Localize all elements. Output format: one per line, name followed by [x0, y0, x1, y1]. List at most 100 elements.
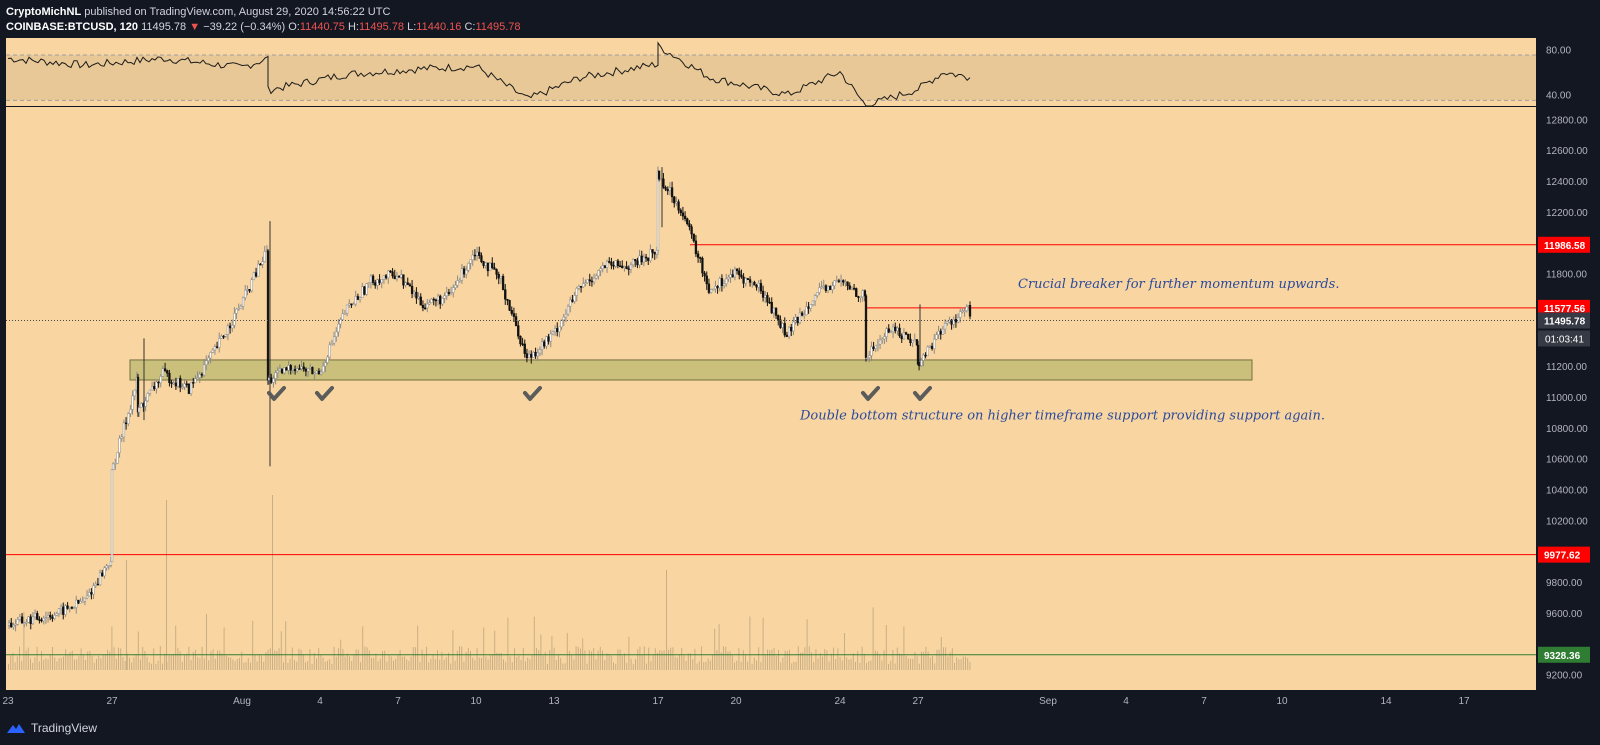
- candle-body: [904, 332, 908, 335]
- volume-bar: [118, 647, 119, 670]
- candle-body: [127, 413, 130, 424]
- volume-bar: [366, 647, 368, 670]
- volume-bar: [291, 647, 293, 670]
- candle-body: [131, 395, 134, 410]
- volume-bar: [879, 655, 881, 670]
- candle-body: [824, 285, 828, 291]
- volume-bar: [146, 656, 148, 670]
- candle-body: [272, 378, 275, 383]
- volume-bar: [338, 648, 339, 670]
- volume-bar: [157, 660, 159, 670]
- volume-bar: [426, 646, 427, 670]
- volume-bar: [584, 650, 586, 670]
- volume-bar: [93, 662, 95, 670]
- volume-bar: [714, 628, 716, 670]
- candle-body: [471, 254, 474, 261]
- price-tick-label: 12800.00: [1546, 115, 1588, 126]
- candle-body: [259, 263, 262, 266]
- volume-bar: [712, 654, 713, 670]
- candle-body: [46, 615, 50, 619]
- volume-bar: [808, 646, 810, 670]
- volume-bar: [899, 653, 900, 670]
- volume-bar: [421, 649, 423, 670]
- volume-bar: [679, 655, 680, 670]
- volume-bar: [874, 650, 876, 670]
- candle-body: [965, 306, 968, 312]
- volume-bar: [212, 649, 214, 670]
- volume-bar: [696, 663, 698, 670]
- candle-body: [922, 354, 925, 361]
- volume-spike-1: [166, 500, 167, 670]
- candle-body: [844, 281, 847, 284]
- candle-body: [350, 303, 353, 306]
- candle-body: [508, 300, 511, 311]
- volume-bar: [804, 647, 806, 670]
- volume-bar: [593, 648, 595, 670]
- volume-bar: [179, 651, 181, 670]
- candle-body: [291, 368, 295, 371]
- volume-bar: [243, 662, 245, 670]
- volume-bar: [815, 649, 817, 670]
- candle-body: [642, 256, 646, 263]
- candle-body: [907, 333, 910, 340]
- candle-body: [187, 383, 191, 394]
- volume-bar: [173, 653, 174, 670]
- author-name[interactable]: CryptoMichNL: [6, 6, 82, 18]
- candle-body: [369, 275, 373, 283]
- volume-bar: [674, 656, 676, 670]
- volume-bar: [162, 663, 163, 670]
- volume-bar: [536, 648, 537, 670]
- volume-bar: [203, 658, 205, 670]
- candle-body: [517, 325, 520, 337]
- candle-body: [7, 622, 11, 626]
- candle-body: [794, 316, 797, 323]
- candle-body: [573, 295, 576, 302]
- candle-body: [421, 304, 425, 309]
- candle-body: [417, 296, 420, 299]
- candle-body: [454, 284, 457, 288]
- candle-body: [40, 619, 43, 622]
- candle-body: [566, 305, 570, 315]
- volume-spike-0: [126, 560, 127, 670]
- volume-bar: [549, 650, 551, 670]
- volume-bar: [916, 656, 918, 670]
- volume-bar: [756, 660, 757, 670]
- candle-body: [855, 288, 858, 297]
- candle-body: [577, 286, 581, 289]
- volume-bar: [234, 661, 236, 670]
- candle-body: [569, 299, 572, 307]
- candle-body: [800, 312, 804, 316]
- volume-bar: [861, 646, 863, 670]
- candle-body: [465, 269, 468, 275]
- candle-body: [937, 330, 940, 336]
- volume-bar: [529, 659, 531, 670]
- volume-bar: [872, 607, 874, 670]
- volume-bar: [771, 649, 773, 670]
- candle-body: [109, 561, 113, 566]
- check-mark-icon: [315, 385, 334, 401]
- candle-body: [933, 338, 936, 349]
- candle-body: [402, 274, 405, 286]
- candle-body: [935, 334, 938, 340]
- volume-bar: [415, 647, 416, 670]
- candle-body: [33, 613, 37, 618]
- candle-body: [495, 269, 498, 275]
- volume-bar: [855, 662, 856, 670]
- candle-body: [621, 265, 624, 268]
- volume-bar: [833, 647, 834, 670]
- candle-body: [761, 290, 765, 298]
- volume-bar: [228, 657, 229, 670]
- volume-bar: [78, 656, 80, 670]
- volume-bar: [646, 663, 647, 670]
- volume-bar: [159, 646, 161, 670]
- candle-body: [968, 305, 972, 317]
- tradingview-logo[interactable]: TradingView: [6, 721, 97, 735]
- volume-spike-2: [272, 495, 273, 670]
- candle-body: [887, 328, 890, 333]
- candle-body: [772, 307, 776, 314]
- candle-body: [235, 308, 238, 314]
- volume-bar: [945, 647, 947, 670]
- volume-bar: [208, 660, 210, 670]
- candle-body: [101, 572, 104, 577]
